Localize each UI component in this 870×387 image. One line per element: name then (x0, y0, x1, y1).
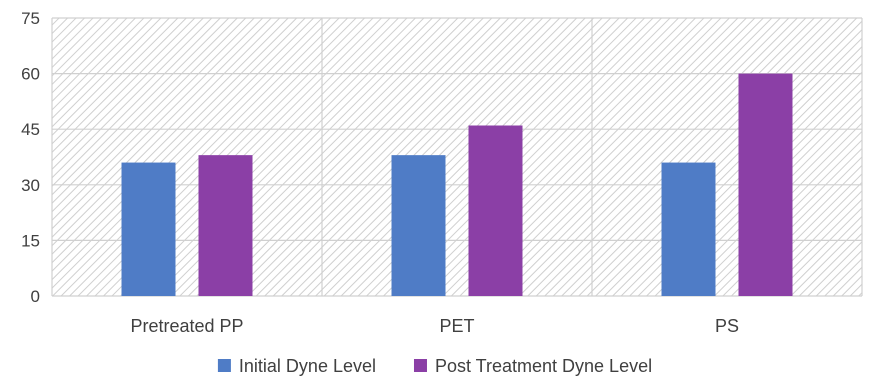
bar-pretreated-pp-series-2 (198, 155, 253, 296)
legend-swatch (217, 359, 231, 372)
bars (121, 73, 793, 296)
y-tick-label: 0 (31, 287, 40, 306)
plot-area-background (52, 18, 862, 296)
x-tick-label: Pretreated PP (130, 316, 243, 336)
bar-ps-series-1 (661, 162, 716, 296)
y-tick-label: 15 (21, 231, 40, 250)
y-tick-label: 75 (21, 9, 40, 28)
x-tick-label: PET (439, 316, 474, 336)
x-axis-tick-labels: Pretreated PP PET PS (130, 316, 739, 336)
legend-label: Initial Dyne Level (239, 356, 376, 376)
legend: Initial Dyne Level Post Treatment Dyne Le… (217, 356, 652, 376)
y-tick-label: 60 (21, 65, 40, 84)
gridlines (51, 17, 863, 297)
y-axis-tick-labels: 0 15 30 45 60 75 (21, 9, 40, 306)
x-tick-label: PS (715, 316, 739, 336)
bar-ps-series-2 (738, 73, 793, 296)
bar-pretreated-pp-series-1 (121, 162, 176, 296)
bar-pet-series-2 (468, 125, 523, 296)
bar-pet-series-1 (391, 155, 446, 296)
legend-swatch (413, 359, 427, 372)
y-tick-label: 45 (21, 120, 40, 139)
y-tick-label: 30 (21, 176, 40, 195)
legend-label: Post Treatment Dyne Level (435, 356, 652, 376)
